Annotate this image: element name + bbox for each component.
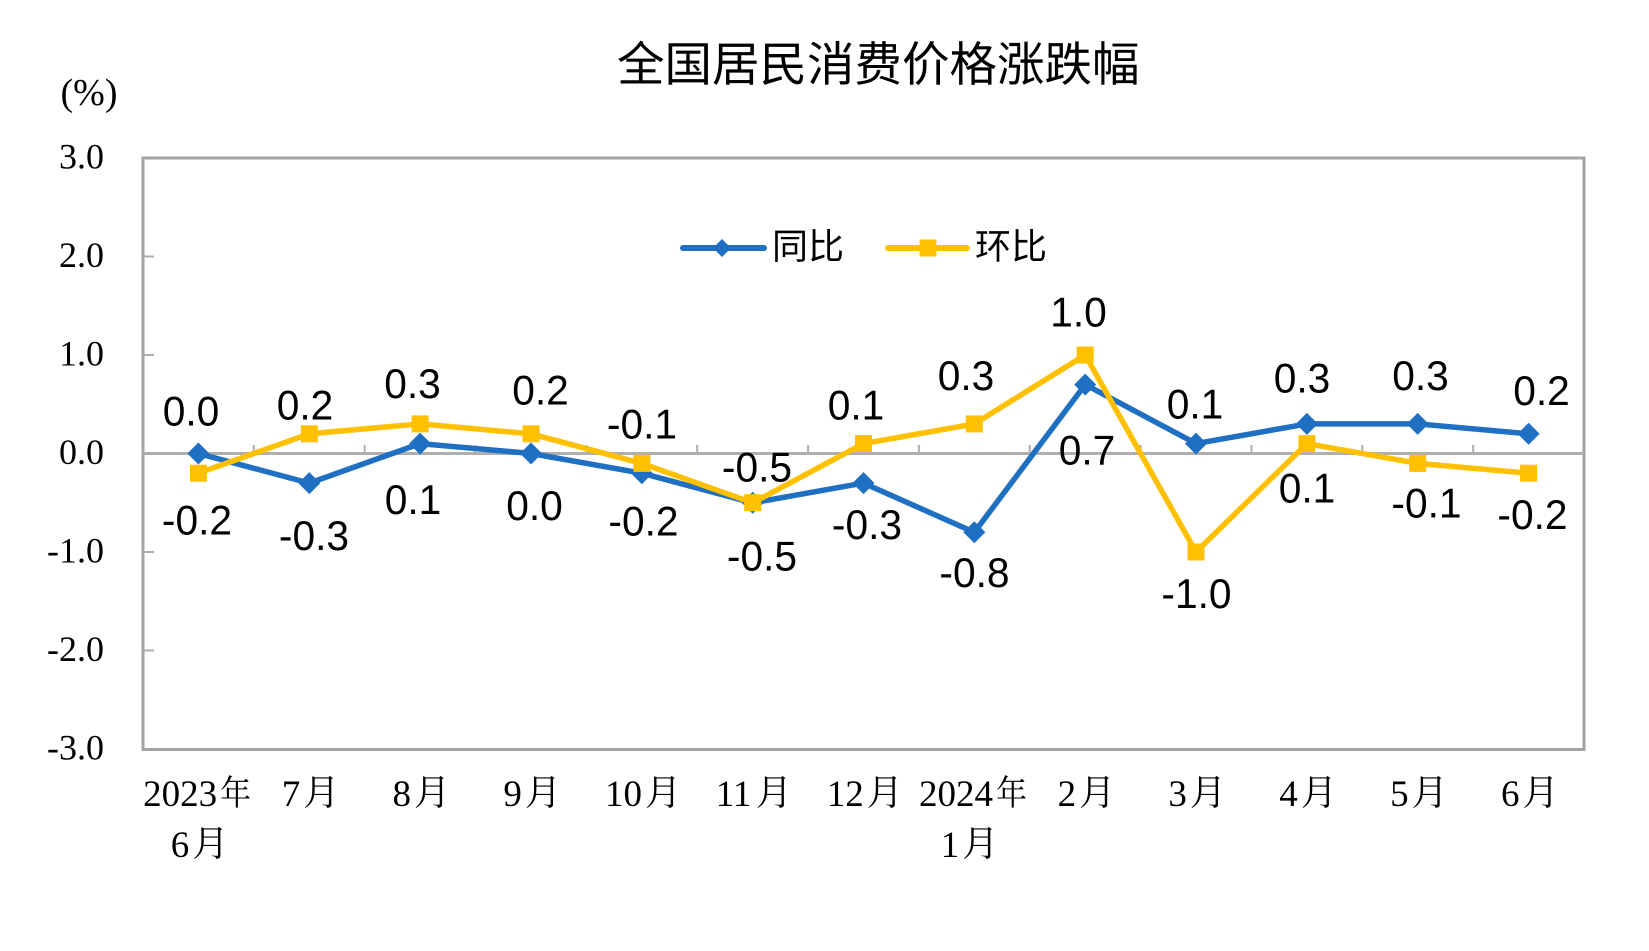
svg-text:6: 6 xyxy=(1501,774,1520,815)
svg-text:-0.2: -0.2 xyxy=(162,496,232,543)
svg-text:-0.5: -0.5 xyxy=(727,532,797,579)
svg-text:5: 5 xyxy=(1390,774,1409,815)
svg-text:1: 1 xyxy=(941,825,960,866)
svg-text:-0.2: -0.2 xyxy=(1497,491,1567,538)
svg-text:-0.1: -0.1 xyxy=(607,400,677,447)
svg-text:8: 8 xyxy=(393,774,412,815)
svg-text:12: 12 xyxy=(827,774,864,815)
svg-text:3.0: 3.0 xyxy=(59,136,104,176)
svg-text:2023: 2023 xyxy=(143,774,217,815)
svg-text:0.0: 0.0 xyxy=(506,482,563,529)
svg-text:0.2: 0.2 xyxy=(1513,367,1570,414)
svg-text:0.3: 0.3 xyxy=(938,352,995,399)
svg-text:-3.0: -3.0 xyxy=(47,727,104,767)
svg-text:-1.0: -1.0 xyxy=(1161,570,1231,617)
svg-text:0.2: 0.2 xyxy=(277,381,334,428)
svg-text:0.1: 0.1 xyxy=(828,381,885,428)
svg-text:9: 9 xyxy=(503,774,522,815)
svg-text:10: 10 xyxy=(605,774,642,815)
svg-text:0.1: 0.1 xyxy=(1167,380,1224,427)
svg-text:6: 6 xyxy=(171,825,190,866)
svg-text:3: 3 xyxy=(1168,774,1187,815)
svg-text:(%): (%) xyxy=(61,72,118,114)
svg-text:-0.8: -0.8 xyxy=(939,549,1009,596)
svg-text:0.2: 0.2 xyxy=(512,366,569,413)
svg-text:0.0: 0.0 xyxy=(163,387,220,434)
svg-text:-2.0: -2.0 xyxy=(47,629,104,669)
svg-text:-0.2: -0.2 xyxy=(608,497,678,544)
svg-text:0.3: 0.3 xyxy=(1392,352,1449,399)
svg-text:0.0: 0.0 xyxy=(59,432,104,472)
svg-text:-1.0: -1.0 xyxy=(47,530,104,570)
svg-text:2024: 2024 xyxy=(919,774,993,815)
svg-text:0.3: 0.3 xyxy=(384,360,441,407)
svg-text:7: 7 xyxy=(282,774,301,815)
svg-text:-0.5: -0.5 xyxy=(722,443,792,490)
svg-text:0.1: 0.1 xyxy=(385,476,442,523)
svg-text:1.0: 1.0 xyxy=(59,333,104,373)
svg-text:1.0: 1.0 xyxy=(1050,288,1107,335)
svg-text:2: 2 xyxy=(1058,774,1077,815)
svg-text:0.3: 0.3 xyxy=(1274,354,1331,401)
svg-text:2.0: 2.0 xyxy=(59,235,104,275)
svg-text:-0.3: -0.3 xyxy=(832,501,902,548)
svg-text:-0.1: -0.1 xyxy=(1391,479,1461,526)
svg-text:11: 11 xyxy=(716,774,752,815)
svg-text:4: 4 xyxy=(1279,774,1298,815)
svg-text:0.1: 0.1 xyxy=(1279,464,1336,511)
svg-text:-0.3: -0.3 xyxy=(279,512,349,559)
svg-text:0.7: 0.7 xyxy=(1059,426,1116,473)
